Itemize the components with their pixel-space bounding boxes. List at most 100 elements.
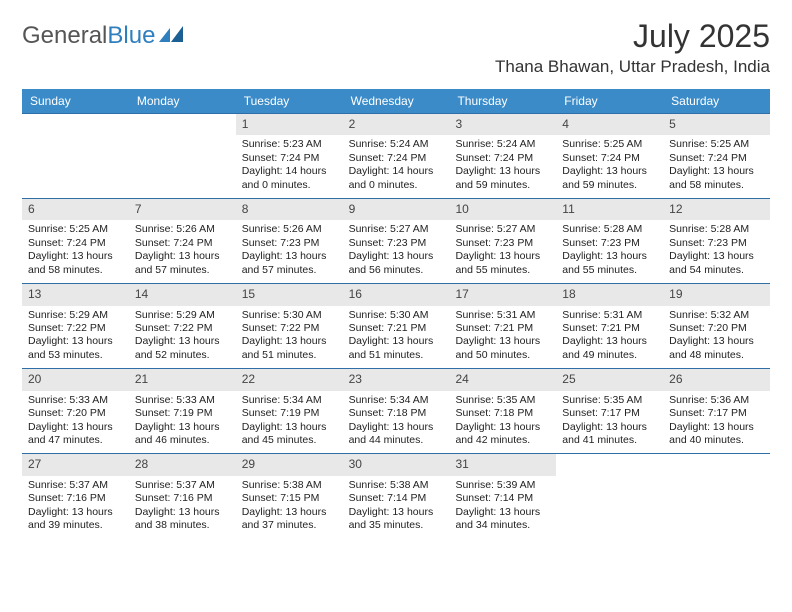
sunset-text: Sunset: 7:18 PM xyxy=(455,407,550,420)
sunrise-text: Sunrise: 5:25 AM xyxy=(669,138,764,151)
day-entry: Sunrise: 5:25 AMSunset: 7:24 PMDaylight:… xyxy=(26,223,125,277)
day-cell: 28Sunrise: 5:37 AMSunset: 7:16 PMDayligh… xyxy=(129,454,236,538)
logo-mark-icon xyxy=(159,21,185,49)
day-entry: Sunrise: 5:30 AMSunset: 7:21 PMDaylight:… xyxy=(347,309,446,363)
dow-header-tuesday: Tuesday xyxy=(236,89,343,113)
sunrise-text: Sunrise: 5:37 AM xyxy=(28,479,123,492)
day-cell: 2Sunrise: 5:24 AMSunset: 7:24 PMDaylight… xyxy=(343,114,450,198)
day-number: 18 xyxy=(556,284,663,305)
sunset-text: Sunset: 7:24 PM xyxy=(455,152,550,165)
sunrise-text: Sunrise: 5:37 AM xyxy=(135,479,230,492)
daylight-text: Daylight: 13 hours and 40 minutes. xyxy=(669,421,764,448)
day-entry: Sunrise: 5:29 AMSunset: 7:22 PMDaylight:… xyxy=(133,309,232,363)
dow-header-wednesday: Wednesday xyxy=(343,89,450,113)
sunset-text: Sunset: 7:23 PM xyxy=(242,237,337,250)
day-number: 8 xyxy=(236,199,343,220)
day-entry: Sunrise: 5:24 AMSunset: 7:24 PMDaylight:… xyxy=(453,138,552,192)
day-entry: Sunrise: 5:27 AMSunset: 7:23 PMDaylight:… xyxy=(453,223,552,277)
day-cell: 1Sunrise: 5:23 AMSunset: 7:24 PMDaylight… xyxy=(236,114,343,198)
daylight-text: Daylight: 13 hours and 44 minutes. xyxy=(349,421,444,448)
day-cell: 23Sunrise: 5:34 AMSunset: 7:18 PMDayligh… xyxy=(343,369,450,453)
sunrise-text: Sunrise: 5:39 AM xyxy=(455,479,550,492)
sunset-text: Sunset: 7:21 PM xyxy=(349,322,444,335)
daylight-text: Daylight: 13 hours and 47 minutes. xyxy=(28,421,123,448)
day-number: 14 xyxy=(129,284,236,305)
daylight-text: Daylight: 13 hours and 48 minutes. xyxy=(669,335,764,362)
day-cell: 18 Sunrise: 5:31 AMSunset: 7:21 PMDayligh… xyxy=(556,284,663,368)
day-number: 12 xyxy=(663,199,770,220)
sunset-text: Sunset: 7:24 PM xyxy=(669,152,764,165)
day-number: 29 xyxy=(236,454,343,475)
day-entry: Sunrise: 5:38 AMSunset: 7:14 PMDaylight:… xyxy=(347,479,446,533)
sunrise-text: Sunrise: 5:29 AM xyxy=(135,309,230,322)
day-cell: 30Sunrise: 5:38 AMSunset: 7:14 PMDayligh… xyxy=(343,454,450,538)
sunset-text: Sunset: 7:24 PM xyxy=(349,152,444,165)
sunset-text: Sunset: 7:18 PM xyxy=(349,407,444,420)
sunset-text: Sunset: 7:24 PM xyxy=(562,152,657,165)
daylight-text: Daylight: 13 hours and 41 minutes. xyxy=(562,421,657,448)
sunrise-text: Sunrise: 5:23 AM xyxy=(242,138,337,151)
daylight-text: Daylight: 13 hours and 46 minutes. xyxy=(135,421,230,448)
day-entry: Sunrise: 5:27 AMSunset: 7:23 PMDaylight:… xyxy=(347,223,446,277)
day-cell: 31 Sunrise: 5:39 AMSunset: 7:14 PMDayligh… xyxy=(449,454,556,538)
sunrise-text: Sunrise: 5:32 AM xyxy=(669,309,764,322)
sunset-text: Sunset: 7:17 PM xyxy=(669,407,764,420)
day-number: 6 xyxy=(22,199,129,220)
daylight-text: Daylight: 13 hours and 57 minutes. xyxy=(242,250,337,277)
daylight-text: Daylight: 14 hours and 0 minutes. xyxy=(242,165,337,192)
sunset-text: Sunset: 7:22 PM xyxy=(28,322,123,335)
day-entry: Sunrise: 5:37 AMSunset: 7:16 PMDaylight:… xyxy=(26,479,125,533)
sunset-text: Sunset: 7:23 PM xyxy=(455,237,550,250)
sunset-text: Sunset: 7:24 PM xyxy=(28,237,123,250)
sunset-text: Sunset: 7:23 PM xyxy=(562,237,657,250)
day-entry: Sunrise: 5:31 AMSunset: 7:21 PMDaylight:… xyxy=(560,309,659,363)
sunrise-text: Sunrise: 5:30 AM xyxy=(242,309,337,322)
day-entry: Sunrise: 5:35 AMSunset: 7:18 PMDaylight:… xyxy=(453,394,552,448)
sunrise-text: Sunrise: 5:35 AM xyxy=(562,394,657,407)
day-entry: Sunrise: 5:30 AMSunset: 7:22 PMDaylight:… xyxy=(240,309,339,363)
sunset-text: Sunset: 7:23 PM xyxy=(349,237,444,250)
daylight-text: Daylight: 13 hours and 53 minutes. xyxy=(28,335,123,362)
day-entry: Sunrise: 5:31 AMSunset: 7:21 PMDaylight:… xyxy=(453,309,552,363)
dow-header-sunday: Sunday xyxy=(22,89,129,113)
day-cell-empty xyxy=(22,114,129,198)
sunrise-text: Sunrise: 5:27 AM xyxy=(455,223,550,236)
sunrise-text: Sunrise: 5:30 AM xyxy=(349,309,444,322)
day-cell-empty xyxy=(129,114,236,198)
day-entry: Sunrise: 5:39 AMSunset: 7:14 PMDaylight:… xyxy=(453,479,552,533)
day-number: 28 xyxy=(129,454,236,475)
sunrise-text: Sunrise: 5:24 AM xyxy=(455,138,550,151)
sunset-text: Sunset: 7:22 PM xyxy=(135,322,230,335)
daylight-text: Daylight: 13 hours and 50 minutes. xyxy=(455,335,550,362)
day-number: 19 xyxy=(663,284,770,305)
day-cell: 7Sunrise: 5:26 AMSunset: 7:24 PMDaylight… xyxy=(129,199,236,283)
day-cell: 22Sunrise: 5:34 AMSunset: 7:19 PMDayligh… xyxy=(236,369,343,453)
day-cell: 9 Sunrise: 5:27 AMSunset: 7:23 PMDaylight… xyxy=(343,199,450,283)
day-cell: 13Sunrise: 5:29 AMSunset: 7:22 PMDayligh… xyxy=(22,284,129,368)
sunrise-text: Sunrise: 5:31 AM xyxy=(562,309,657,322)
daylight-text: Daylight: 13 hours and 55 minutes. xyxy=(455,250,550,277)
daylight-text: Daylight: 14 hours and 0 minutes. xyxy=(349,165,444,192)
day-cell: 19Sunrise: 5:32 AMSunset: 7:20 PMDayligh… xyxy=(663,284,770,368)
daylight-text: Daylight: 13 hours and 59 minutes. xyxy=(455,165,550,192)
day-cell: 24Sunrise: 5:35 AMSunset: 7:18 PMDayligh… xyxy=(449,369,556,453)
day-number: 2 xyxy=(343,114,450,135)
day-entry: Sunrise: 5:33 AMSunset: 7:19 PMDaylight:… xyxy=(133,394,232,448)
sunset-text: Sunset: 7:16 PM xyxy=(135,492,230,505)
day-number: 31 xyxy=(449,454,556,475)
sunset-text: Sunset: 7:14 PM xyxy=(455,492,550,505)
day-entry: Sunrise: 5:25 AMSunset: 7:24 PMDaylight:… xyxy=(560,138,659,192)
dow-header-thursday: Thursday xyxy=(449,89,556,113)
day-number: 27 xyxy=(22,454,129,475)
day-entry: Sunrise: 5:38 AMSunset: 7:15 PMDaylight:… xyxy=(240,479,339,533)
day-cell: 3Sunrise: 5:24 AMSunset: 7:24 PMDaylight… xyxy=(449,114,556,198)
daylight-text: Daylight: 13 hours and 39 minutes. xyxy=(28,506,123,533)
dow-header-friday: Friday xyxy=(556,89,663,113)
day-cell: 21Sunrise: 5:33 AMSunset: 7:19 PMDayligh… xyxy=(129,369,236,453)
daylight-text: Daylight: 13 hours and 51 minutes. xyxy=(242,335,337,362)
day-number: 9 xyxy=(343,199,450,220)
sunrise-text: Sunrise: 5:27 AM xyxy=(349,223,444,236)
week-row: 6 Sunrise: 5:25 AMSunset: 7:24 PMDaylight… xyxy=(22,198,770,283)
day-cell: 15Sunrise: 5:30 AMSunset: 7:22 PMDayligh… xyxy=(236,284,343,368)
week-row: 27Sunrise: 5:37 AMSunset: 7:16 PMDayligh… xyxy=(22,453,770,538)
